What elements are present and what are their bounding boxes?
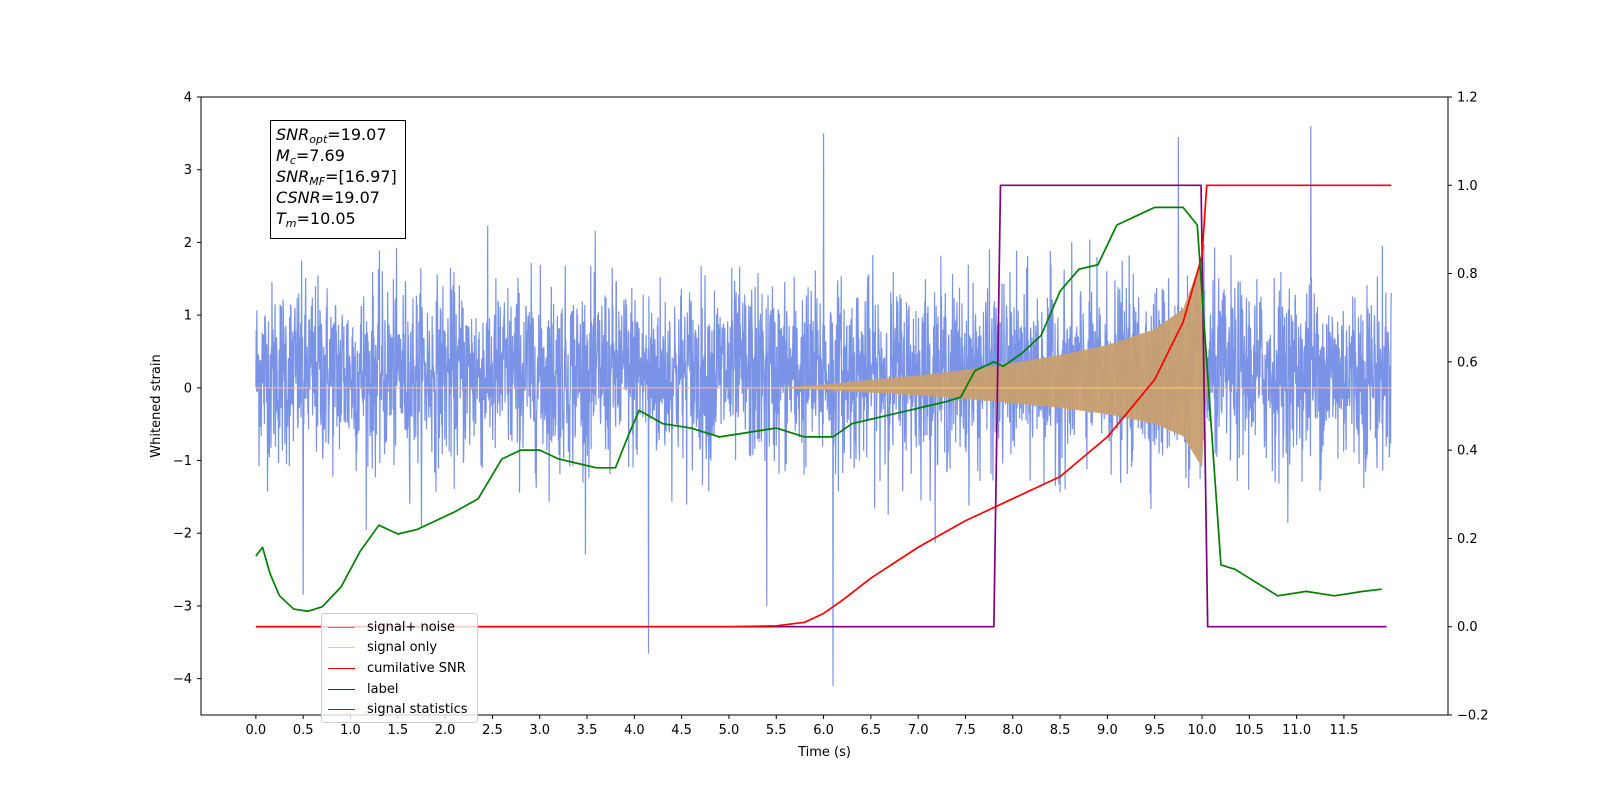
legend-label: signal only [367, 640, 438, 656]
x-tick-label: 0.0 [246, 723, 267, 738]
x-tick-label: 7.5 [955, 723, 976, 738]
legend-swatch [328, 667, 355, 669]
y-left-tick-label: 1 [184, 309, 192, 324]
x-tick-label: 6.5 [861, 723, 882, 738]
y-right-tick-label: 0.8 [1457, 267, 1478, 282]
legend-item-signal-only: signal only [328, 638, 477, 659]
y-right-tick-label: 1.2 [1457, 91, 1478, 106]
tm-line: Tm=10.05 [276, 209, 356, 230]
csnr-value: =19.07 [320, 188, 380, 207]
signal-statistics-line [255, 206, 1382, 613]
y-right-tick-label: 0.4 [1457, 444, 1478, 459]
signal-only-fill [255, 258, 1392, 468]
x-tick-label: 0.5 [293, 723, 314, 738]
y-right-tick-label: 0.0 [1457, 620, 1478, 635]
y-right-tick-label: −0.2 [1457, 709, 1489, 724]
legend-swatch [328, 688, 355, 690]
legend-swatch [328, 626, 355, 628]
signal-only-series [255, 258, 1392, 468]
x-tick-label: 3.0 [529, 723, 550, 738]
x-tick-label: 3.5 [577, 723, 598, 738]
x-tick-label: 8.0 [1002, 723, 1023, 738]
legend-item-signal-statistics: signal statistics [328, 699, 477, 720]
legend-label: cumilative SNR [367, 660, 466, 676]
x-tick-label: 1.0 [340, 723, 361, 738]
signal-noise-series [255, 126, 1392, 686]
y-left-tick-label: −4 [173, 672, 192, 687]
y-left-tick-label: −1 [173, 454, 192, 469]
y-left-tick-label: −2 [173, 527, 192, 542]
y-left-tick-label: 0 [184, 381, 192, 396]
x-tick-label: 6.0 [813, 723, 834, 738]
cumulative-snr-line [255, 184, 1392, 628]
snr-opt-line: SNRopt=19.07 [276, 125, 387, 146]
x-tick-label: 11.5 [1329, 723, 1358, 738]
legend-swatch [328, 647, 355, 649]
plot-frame [200, 96, 1449, 716]
legend-label: signal+ noise [367, 619, 456, 635]
legend: signal+ noise signal only cumilative SNR… [321, 613, 478, 723]
x-tick-label: 9.5 [1144, 723, 1165, 738]
legend-item-cumulative-snr: cumilative SNR [328, 658, 477, 679]
legend-swatch [328, 709, 355, 711]
y-left-tick-label: 3 [184, 163, 192, 178]
x-axis-ticks: 0.0 0.5 1.0 1.5 2.0 2.5 3.0 3.5 4.0 4.5 5.0 5.5 6.0 6… [246, 715, 1358, 738]
x-tick-label: 5.0 [719, 723, 740, 738]
label-line [255, 184, 1387, 628]
legend-item-signal-noise: signal+ noise [328, 617, 477, 638]
x-tick-label: 9.0 [1097, 723, 1118, 738]
y-left-tick-label: 4 [184, 91, 192, 106]
y-right-tick-label: 0.2 [1457, 532, 1478, 547]
x-tick-label: 7.0 [908, 723, 929, 738]
x-tick-label: 5.5 [766, 723, 787, 738]
tm-value: =10.05 [296, 209, 356, 228]
y-axis-right-ticks: 1.2 1.0 0.8 0.6 0.4 0.2 0.0 −0.2 [1448, 91, 1489, 724]
snr-opt-value: =19.07 [327, 125, 387, 144]
y-axis-left-ticks: 4 3 2 1 0 −1 −2 −3 −4 [173, 91, 201, 687]
mc-value: =7.69 [295, 146, 345, 165]
snr-mf-value: =[16.97] [325, 167, 397, 186]
x-axis-label: Time (s) [797, 745, 851, 760]
x-tick-label: 2.0 [435, 723, 456, 738]
legend-label: label [367, 681, 399, 697]
x-tick-label: 11.0 [1282, 723, 1311, 738]
snr-mf-line: SNRMF=[16.97] [276, 167, 397, 188]
y-right-tick-label: 0.6 [1457, 355, 1478, 370]
csnr-line: CSNR=19.07 [276, 188, 380, 207]
annotation-box: SNRopt=19.07 Mc=7.69 SNRMF=[16.97] CSNR=… [270, 120, 406, 239]
x-tick-label: 4.5 [671, 723, 692, 738]
signal-noise-line [255, 126, 1392, 686]
overlay-series [255, 184, 1392, 628]
x-tick-label: 10.0 [1188, 723, 1217, 738]
x-tick-label: 2.5 [482, 723, 503, 738]
legend-item-label: label [328, 679, 477, 700]
y-left-tick-label: −3 [173, 599, 192, 614]
x-tick-label: 8.5 [1050, 723, 1071, 738]
y-right-tick-label: 1.0 [1457, 179, 1478, 194]
y-axis-left-label: Whitened strain [149, 354, 164, 457]
mc-line: Mc=7.69 [276, 146, 345, 167]
legend-label: signal statistics [367, 702, 468, 718]
x-tick-label: 10.5 [1235, 723, 1264, 738]
x-tick-label: 1.5 [387, 723, 408, 738]
y-left-tick-label: 2 [184, 236, 192, 251]
x-tick-label: 4.0 [624, 723, 645, 738]
